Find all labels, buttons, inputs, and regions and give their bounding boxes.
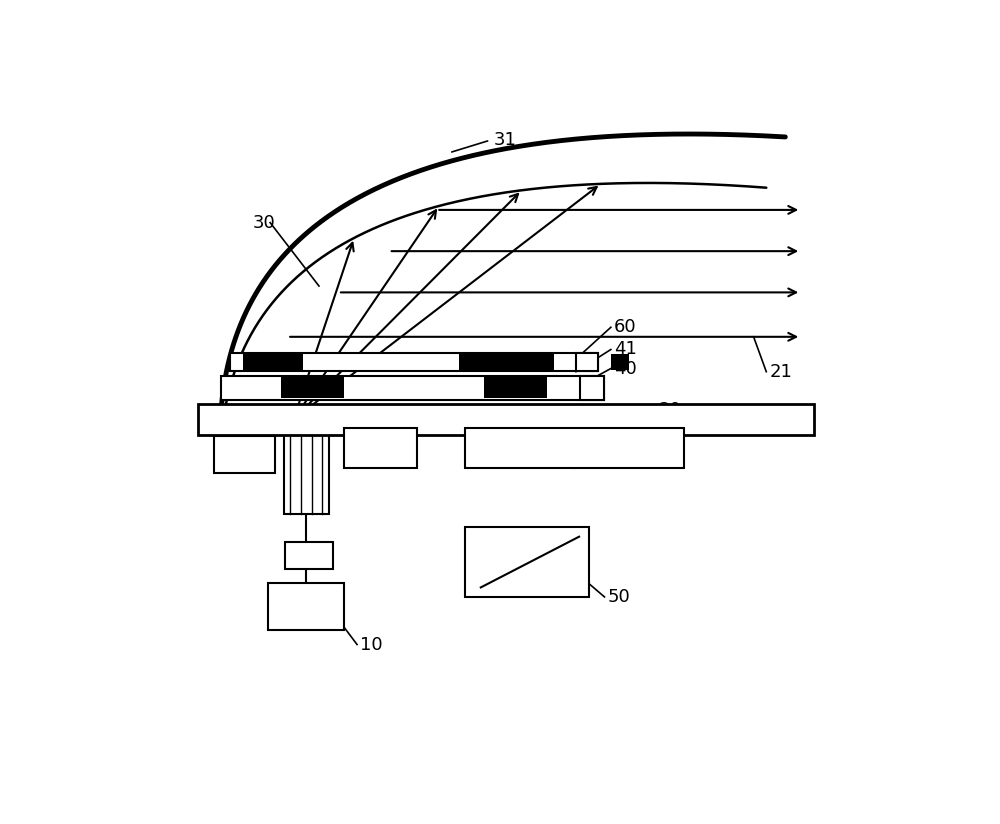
Bar — [465, 428, 684, 467]
Text: 10: 10 — [360, 635, 383, 653]
Bar — [459, 354, 554, 371]
Bar — [284, 434, 329, 514]
Text: 20: 20 — [658, 400, 681, 419]
Bar — [281, 377, 344, 398]
Bar — [611, 354, 629, 371]
Bar — [465, 527, 589, 597]
Bar — [580, 376, 604, 400]
Text: 50: 50 — [608, 588, 630, 606]
Bar — [198, 404, 814, 434]
Bar — [230, 353, 598, 371]
Bar — [344, 428, 417, 467]
Text: 31: 31 — [493, 131, 516, 149]
Bar — [268, 583, 344, 630]
Bar — [576, 353, 598, 371]
Text: 21: 21 — [769, 363, 792, 381]
Bar — [221, 376, 604, 400]
Bar — [243, 354, 303, 371]
Text: 41: 41 — [614, 340, 637, 358]
Bar — [285, 542, 333, 569]
Text: 60: 60 — [614, 318, 637, 336]
Bar — [484, 377, 547, 398]
Bar — [214, 436, 275, 473]
Text: 30: 30 — [252, 213, 275, 232]
Text: 40: 40 — [614, 359, 637, 377]
